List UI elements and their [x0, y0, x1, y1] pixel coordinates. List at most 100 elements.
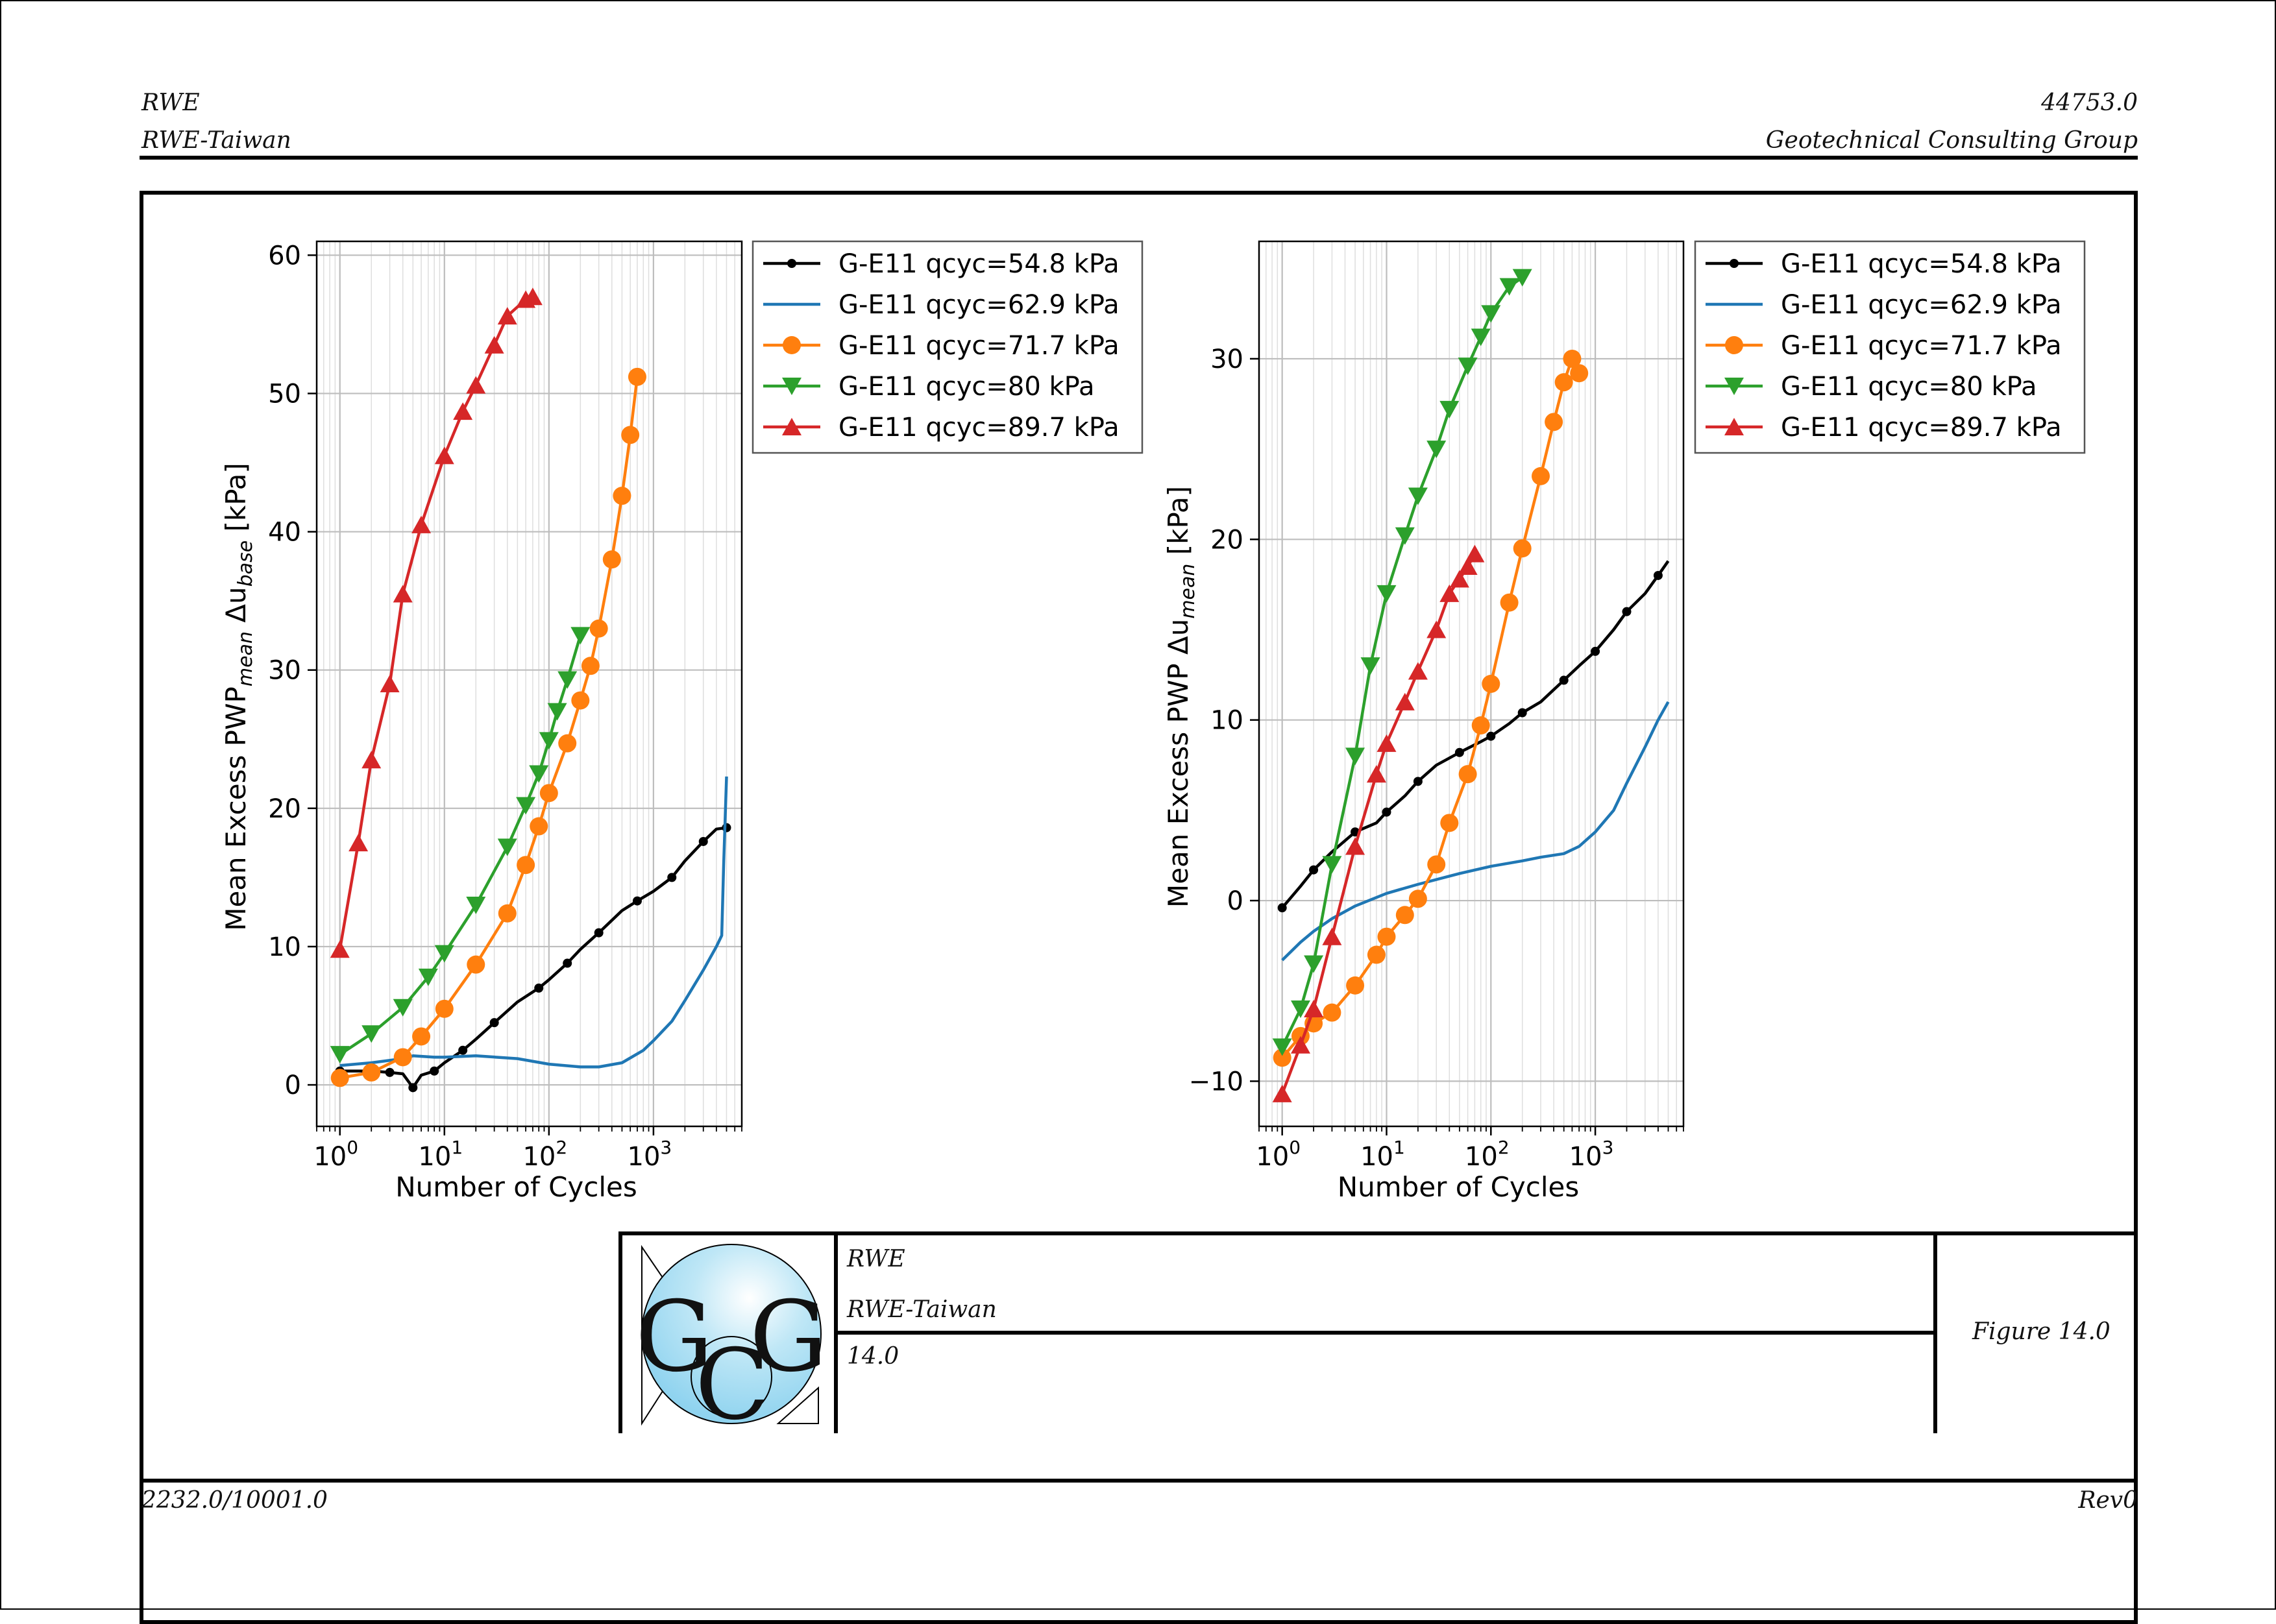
data-point	[1346, 976, 1365, 995]
data-point	[1622, 607, 1632, 616]
series-2	[339, 776, 728, 1069]
legend-box	[1694, 240, 2086, 454]
data-point	[1345, 837, 1365, 855]
data-point	[430, 1066, 439, 1076]
y-tick-label: 30	[1210, 345, 1243, 374]
data-point	[1439, 584, 1460, 602]
legend-label: G-E11 qcyc=71.7 kPa	[1781, 331, 2062, 361]
title-block-divider	[838, 1331, 1937, 1335]
x-tick-label: 102	[1465, 1137, 1510, 1172]
data-point	[1465, 544, 1485, 563]
series-1	[335, 823, 731, 1093]
data-point	[497, 838, 517, 856]
legend-marker	[787, 259, 796, 268]
data-point	[1427, 855, 1446, 874]
data-point	[621, 426, 640, 444]
data-point	[1513, 539, 1532, 558]
series-line	[1280, 276, 1523, 1048]
y-tick-label: 40	[268, 518, 301, 548]
y-tick-label: 10	[1210, 706, 1243, 736]
data-point	[1458, 557, 1478, 576]
legend-label: G-E11 qcyc=89.7 kPa	[1781, 413, 2062, 442]
series-line	[1281, 701, 1670, 962]
data-point	[1563, 349, 1582, 368]
data-point	[1440, 814, 1459, 832]
data-point	[497, 307, 517, 325]
legend-marker	[1730, 259, 1739, 268]
x-tick-label: 103	[628, 1137, 672, 1172]
x-tick-label: 102	[522, 1137, 567, 1172]
data-point	[529, 765, 549, 783]
x-tick-label: 100	[313, 1137, 358, 1172]
series-4	[1272, 269, 1532, 1056]
data-point	[517, 856, 535, 875]
title-block-number: 14.0	[847, 1343, 899, 1370]
grid	[1258, 241, 1684, 1126]
legend-box	[752, 240, 1144, 454]
legend-item: G-E11 qcyc=71.7 kPa	[1706, 331, 2062, 361]
data-point	[571, 691, 590, 710]
legend-marker	[1724, 378, 1744, 395]
data-point	[1377, 585, 1397, 603]
data-point	[467, 955, 485, 974]
x-axis-label: Number of Cycles	[395, 1171, 637, 1203]
data-point	[1377, 927, 1396, 946]
data-point	[361, 751, 382, 769]
data-point	[1413, 777, 1423, 786]
data-point	[1426, 620, 1447, 638]
legend: G-E11 qcyc=54.8 kPa G-E11 qcyc=62.9 kPa G-…	[1694, 240, 2086, 454]
data-point	[557, 671, 578, 689]
data-point	[534, 983, 544, 993]
data-point	[330, 940, 350, 958]
data-point	[458, 1045, 468, 1055]
y-axis-label: Mean Excess PWP Δumean [kPa]	[1162, 486, 1199, 908]
plot-area	[315, 240, 743, 1128]
data-point	[349, 834, 369, 852]
legend-label: G-E11 qcyc=71.7 kPa	[838, 331, 1120, 361]
data-point	[385, 1067, 395, 1077]
title-block-project: RWE-Taiwan	[847, 1296, 997, 1323]
logo-letter-g2: G	[750, 1281, 827, 1394]
data-point	[361, 1025, 382, 1043]
data-point	[1559, 675, 1569, 685]
y-tick-label: 20	[268, 794, 301, 824]
data-point	[628, 367, 646, 386]
series-5	[330, 287, 543, 958]
data-point	[434, 945, 454, 963]
header-project: RWE-Taiwan	[141, 127, 291, 154]
data-point	[1395, 692, 1415, 710]
data-point	[489, 1018, 499, 1028]
data-point	[1322, 927, 1342, 945]
data-point	[1395, 906, 1414, 925]
legend-item: G-E11 qcyc=54.8 kPa	[1706, 249, 2062, 279]
data-point	[393, 585, 413, 603]
data-point	[1471, 328, 1491, 346]
data-point	[1408, 662, 1428, 680]
series-line	[339, 376, 639, 1080]
legend-item: G-E11 qcyc=80 kPa	[1706, 372, 2037, 402]
data-point	[1458, 358, 1478, 376]
data-point	[1653, 570, 1663, 580]
plot-area	[1258, 240, 1685, 1128]
series-3	[330, 367, 646, 1087]
data-point	[1408, 487, 1428, 505]
data-point	[522, 287, 543, 306]
header-client: RWE	[141, 90, 200, 116]
data-point	[466, 376, 486, 394]
series-1	[1277, 560, 1670, 913]
data-point	[1273, 1048, 1291, 1067]
data-point	[1395, 527, 1415, 545]
title-block-client: RWE	[847, 1246, 905, 1272]
data-point	[380, 675, 400, 692]
data-point	[484, 335, 504, 354]
data-point	[393, 1048, 412, 1067]
data-point	[1439, 400, 1460, 418]
title-block-logo-cell: G C G	[622, 1235, 838, 1433]
data-point	[1500, 593, 1519, 612]
y-tick-label: 30	[268, 656, 301, 686]
legend: G-E11 qcyc=54.8 kPa G-E11 qcyc=62.9 kPa G-…	[752, 240, 1144, 454]
legend-label: G-E11 qcyc=54.8 kPa	[1781, 249, 2062, 279]
data-point	[516, 797, 536, 815]
data-point	[1554, 373, 1573, 392]
